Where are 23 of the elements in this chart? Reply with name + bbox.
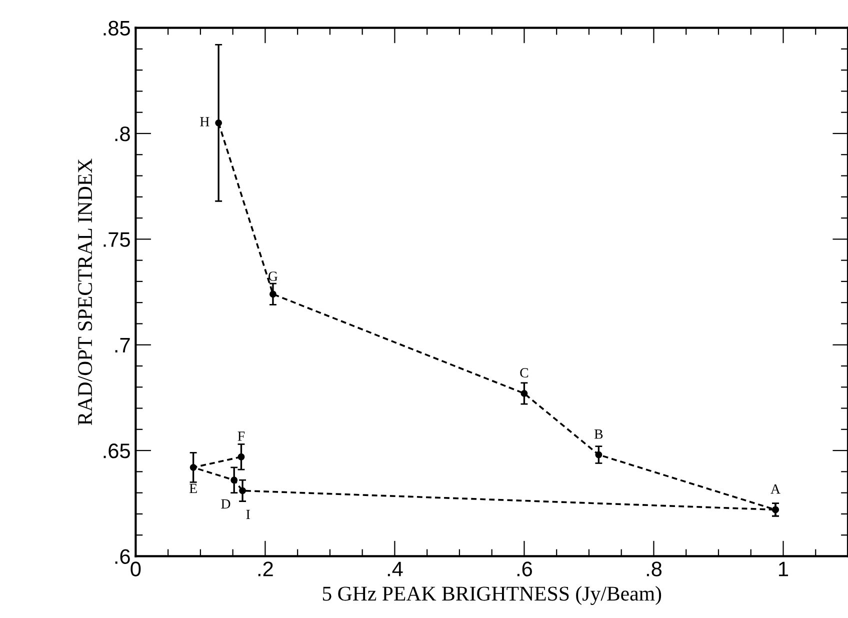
x-tick-label: .4 [388,562,403,576]
annotation: G [268,272,278,281]
y-tick-label: .8 [115,126,130,142]
x-axis-title: 5 GHz PEAK BRIGHTNESS (Jy/Beam) [322,586,662,605]
annotation: A [770,484,780,494]
x-tick-label: .6 [517,562,532,576]
y-tick-label: .75 [104,232,130,247]
annotation: E [189,484,197,493]
annotation: H [200,117,210,126]
annotation: I [246,510,250,520]
annotation: B [594,430,603,439]
y-tick-label: .6 [115,549,130,564]
annotation: F [238,432,245,441]
x-tick-label: .2 [258,562,273,576]
y-tick-label: .7 [115,338,130,352]
annotation: D [221,499,230,508]
y-tick-label: .85 [104,20,130,36]
x-tick-label: .8 [646,562,662,576]
y-tick-label: .65 [104,444,130,458]
y-axis-title: RAD/OPT SPECTRAL INDEX [78,158,92,426]
annotation: C [520,368,528,378]
x-tick-label: 1 [779,562,788,576]
x-tick-label: 0 [130,562,141,576]
